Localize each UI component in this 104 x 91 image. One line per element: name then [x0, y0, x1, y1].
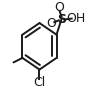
- Text: Cl: Cl: [33, 76, 46, 89]
- Text: OH: OH: [66, 12, 85, 25]
- Text: O: O: [55, 1, 65, 14]
- Text: S: S: [57, 13, 66, 26]
- Text: O: O: [46, 17, 56, 30]
